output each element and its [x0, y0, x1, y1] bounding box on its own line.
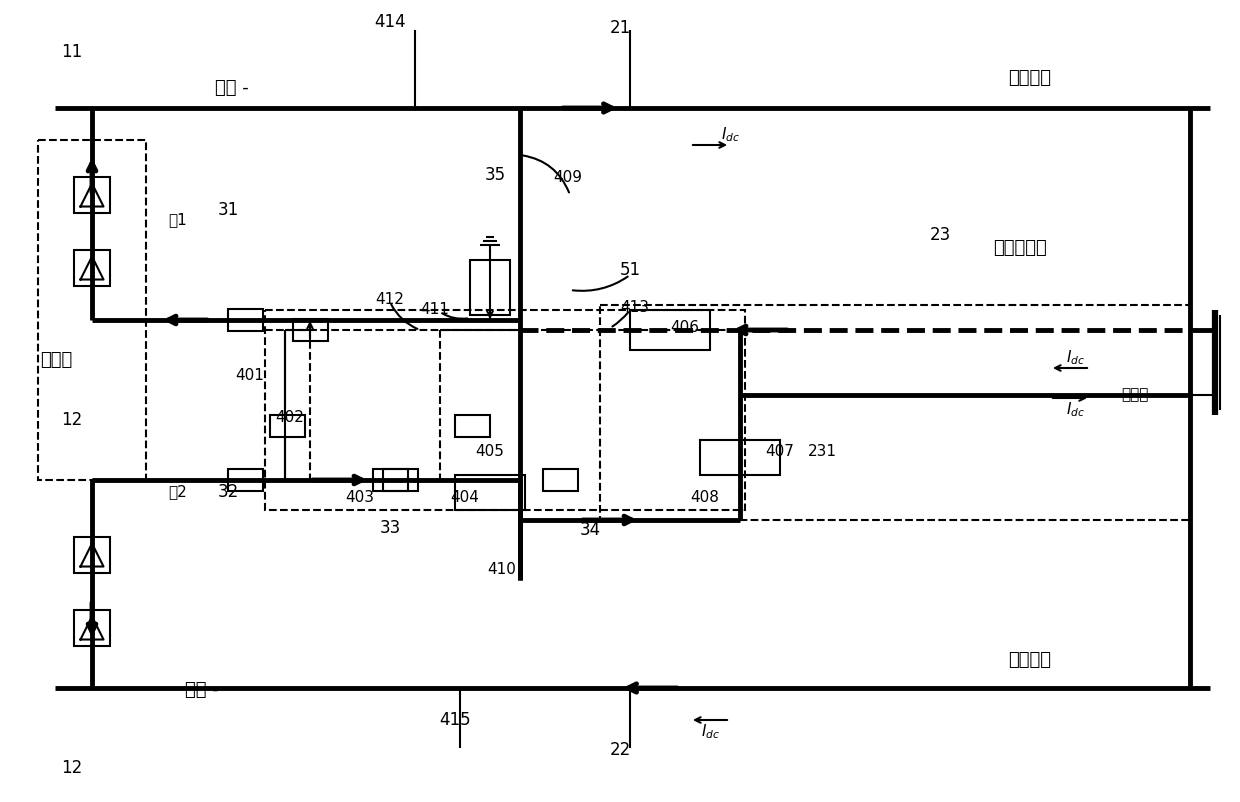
Text: 401: 401 [236, 367, 264, 383]
Text: 极1: 极1 [169, 213, 187, 228]
Text: 12: 12 [61, 759, 83, 777]
Bar [383, 469, 418, 491]
Bar [74, 537, 110, 573]
Text: 410: 410 [487, 562, 516, 577]
Text: 12: 12 [61, 411, 83, 429]
Text: 405: 405 [476, 444, 505, 460]
Text: $I_{dc}$: $I_{dc}$ [720, 126, 739, 144]
Text: 415: 415 [439, 711, 471, 729]
Text: 22: 22 [609, 741, 631, 759]
Text: 接地极: 接地极 [1121, 387, 1148, 403]
Bar [228, 469, 263, 491]
Text: 正极 -: 正极 - [215, 79, 249, 97]
Text: 直流线路: 直流线路 [1008, 651, 1052, 669]
Text: 411: 411 [420, 302, 449, 318]
Bar [455, 415, 490, 437]
Bar [293, 319, 329, 341]
Bar [74, 177, 110, 213]
Text: 直流线路: 直流线路 [1008, 69, 1052, 87]
Bar [373, 469, 408, 491]
Text: 412: 412 [376, 293, 404, 307]
Text: $I_{dc}$: $I_{dc}$ [1065, 349, 1085, 367]
Text: 接地极线路: 接地极线路 [993, 239, 1047, 257]
Text: 32: 32 [217, 483, 238, 501]
Text: 404: 404 [450, 491, 480, 505]
Bar [270, 415, 305, 437]
Bar [543, 469, 578, 491]
Text: 51: 51 [620, 261, 641, 279]
Text: 23: 23 [929, 226, 951, 244]
Text: 负极 -: 负极 - [185, 681, 218, 699]
Text: 34: 34 [579, 521, 600, 539]
Text: 整流站: 整流站 [40, 351, 72, 369]
Bar [470, 260, 510, 315]
Text: 407: 407 [765, 444, 795, 460]
Text: 31: 31 [217, 201, 238, 219]
Text: 406: 406 [671, 321, 699, 335]
Text: 409: 409 [553, 171, 582, 185]
Bar [74, 250, 110, 286]
Text: 33: 33 [379, 519, 401, 537]
Bar [38, 140, 146, 480]
Text: 402: 402 [275, 411, 305, 426]
Bar [600, 305, 1190, 520]
Text: 403: 403 [346, 491, 374, 505]
Bar [701, 440, 780, 475]
Text: 413: 413 [620, 301, 650, 315]
Bar [455, 475, 525, 510]
Text: 21: 21 [609, 19, 631, 37]
Text: $I_{dc}$: $I_{dc}$ [701, 723, 719, 741]
Text: 极2: 极2 [169, 484, 187, 500]
Text: 35: 35 [485, 166, 506, 184]
Text: 414: 414 [374, 13, 405, 31]
Text: 11: 11 [61, 43, 83, 61]
Bar [74, 610, 110, 646]
Bar [265, 310, 745, 510]
Bar [228, 309, 263, 331]
Text: $I_{dc}$: $I_{dc}$ [1065, 401, 1085, 419]
Bar [630, 310, 711, 350]
Text: 408: 408 [691, 491, 719, 505]
Text: 231: 231 [807, 444, 837, 460]
